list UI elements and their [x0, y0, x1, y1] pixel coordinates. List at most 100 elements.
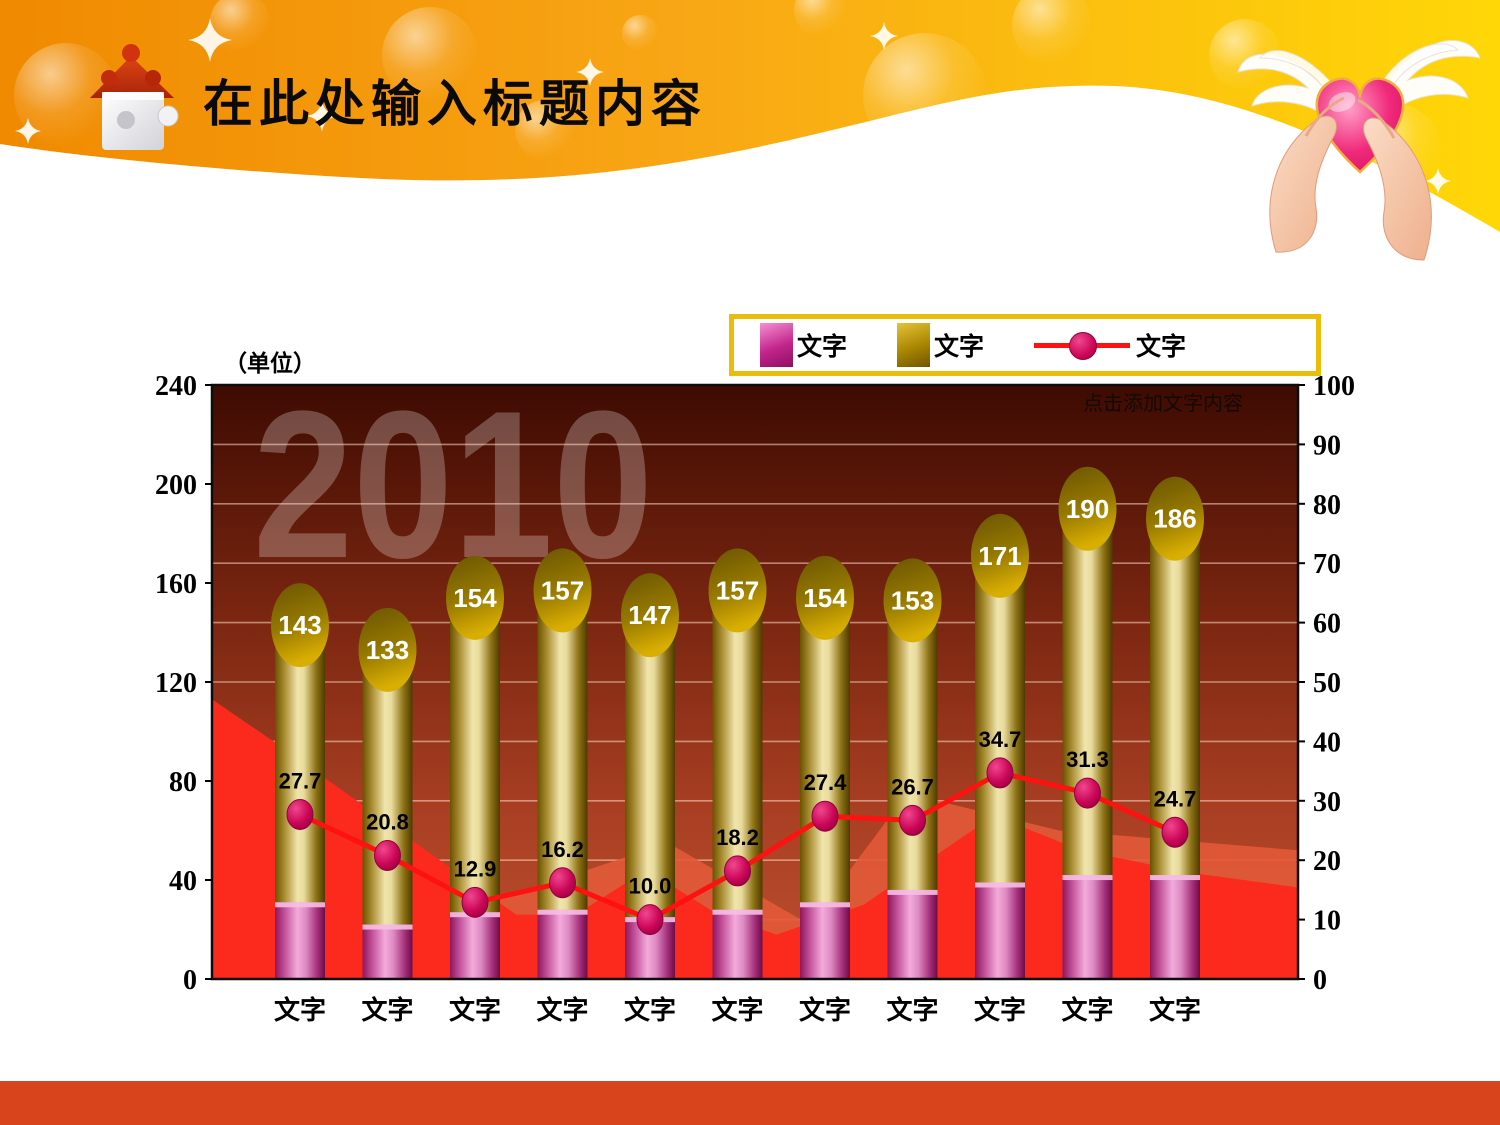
magenta-bar — [800, 902, 850, 979]
magenta-bar-cap — [975, 882, 1025, 888]
gold-bar-cap — [1146, 476, 1204, 561]
line-value: 31.3 — [1066, 747, 1109, 772]
left-axis-tick: 0 — [183, 965, 197, 996]
magenta-bar-cap — [362, 924, 413, 930]
x-axis-label: 文字 — [974, 995, 1026, 1025]
line-value: 24.7 — [1154, 786, 1197, 811]
right-axis-tick: 90 — [1313, 430, 1341, 461]
gold-bar-value: 157 — [716, 575, 759, 605]
line-marker — [986, 757, 1014, 789]
magenta-bar-cap — [537, 909, 588, 915]
right-axis-tick: 40 — [1313, 727, 1341, 758]
right-axis-tick: 50 — [1313, 668, 1341, 699]
gold-bar-cap — [533, 548, 592, 633]
magenta-bar — [1062, 875, 1113, 979]
gold-bar-value: 154 — [453, 583, 497, 613]
line-marker — [724, 855, 751, 887]
left-axis-tick: 160 — [155, 569, 197, 600]
magenta-bar-cap — [800, 902, 850, 908]
legend-item-gold: 文字 — [897, 323, 984, 367]
gold-bar-value: 154 — [803, 583, 847, 613]
legend-swatch-gold-icon — [897, 323, 931, 367]
x-axis-label: 文字 — [1149, 995, 1201, 1025]
gold-bar-cap — [708, 548, 767, 633]
gold-bar-cap — [621, 573, 679, 658]
chart-legend[interactable]: 文字 文字 文字 — [729, 314, 1321, 376]
gold-bar-cap — [971, 513, 1029, 598]
right-axis-tick: 30 — [1313, 787, 1341, 818]
x-axis-label: 文字 — [361, 995, 413, 1025]
chart-note[interactable]: 点击添加文字内容 — [1083, 392, 1243, 415]
legend-line-marker-icon — [1034, 332, 1131, 360]
right-axis-tick: 80 — [1313, 490, 1341, 521]
magenta-bar-cap — [887, 889, 938, 895]
right-axis-tick: 70 — [1313, 549, 1341, 580]
line-marker — [636, 904, 664, 936]
line-marker — [286, 798, 314, 830]
magenta-bar-cap — [275, 902, 325, 908]
gold-bar-value: 143 — [278, 610, 321, 640]
magenta-bar-cap — [1150, 875, 1200, 881]
magenta-bar — [537, 909, 588, 979]
x-axis-label: 文字 — [799, 995, 851, 1025]
footer-bar — [0, 1081, 1500, 1125]
x-axis-label: 文字 — [274, 995, 326, 1025]
x-axis-label: 文字 — [711, 995, 763, 1025]
magenta-bar — [275, 902, 325, 979]
header-banner — [0, 0, 1500, 232]
left-axis-tick: 40 — [169, 866, 197, 897]
magenta-bar — [975, 882, 1025, 979]
right-axis-tick: 100 — [1313, 371, 1355, 402]
right-axis-tick: 0 — [1313, 965, 1327, 996]
wings-icon — [1237, 40, 1481, 115]
x-axis-label: 文字 — [536, 995, 588, 1025]
magenta-bar — [712, 909, 763, 979]
gold-bar-value: 171 — [978, 541, 1021, 571]
heart-hands-art — [1237, 40, 1481, 261]
gold-bar-value: 190 — [1066, 494, 1109, 524]
line-value: 27.4 — [804, 770, 848, 795]
x-axis-label: 文字 — [886, 995, 938, 1025]
axis-unit-label: （单位） — [224, 350, 316, 376]
gold-bar-cap — [358, 607, 417, 692]
line-value: 26.7 — [891, 774, 934, 799]
line-marker — [811, 800, 839, 832]
line-value: 18.2 — [716, 825, 759, 850]
legend-item-magenta: 文字 — [760, 323, 847, 367]
magenta-bar — [362, 924, 413, 979]
line-value: 16.2 — [541, 837, 584, 862]
line-value: 34.7 — [979, 727, 1022, 752]
line-value: 27.7 — [279, 768, 322, 793]
line-value: 20.8 — [366, 809, 409, 834]
gold-bar-value: 157 — [541, 575, 584, 605]
line-marker — [1161, 816, 1189, 848]
right-axis-tick: 10 — [1313, 906, 1341, 937]
legend-label: 文字 — [934, 333, 985, 361]
header-bubbles — [14, 0, 1441, 196]
magenta-bar — [450, 912, 500, 979]
right-axis-tick: 60 — [1313, 609, 1341, 640]
header-wave — [0, 0, 1500, 232]
left-axis-tick: 80 — [169, 767, 197, 798]
gold-bar-value: 133 — [366, 635, 409, 665]
x-axis-label: 文字 — [624, 995, 676, 1025]
legend-item-line: 文字 — [1034, 327, 1186, 363]
left-axis-tick: 200 — [155, 470, 197, 501]
gold-bar-cap — [1058, 466, 1117, 551]
right-axis-tick: 20 — [1313, 846, 1341, 877]
line-marker — [549, 867, 576, 899]
magenta-bar — [1150, 875, 1200, 979]
legend-swatch-magenta-icon — [760, 323, 793, 367]
gold-bar-value: 186 — [1153, 504, 1196, 534]
page-title[interactable]: 在此处输入标题内容 — [203, 76, 707, 132]
legend-label: 文字 — [797, 333, 848, 361]
gold-bar-value: 147 — [628, 600, 671, 630]
hands-icon — [1269, 96, 1432, 261]
line-marker — [374, 839, 401, 871]
magenta-bar-cap — [1062, 875, 1113, 881]
magenta-bar-cap — [712, 909, 763, 915]
gold-bar — [362, 649, 413, 979]
gold-bar-cap — [883, 558, 942, 643]
